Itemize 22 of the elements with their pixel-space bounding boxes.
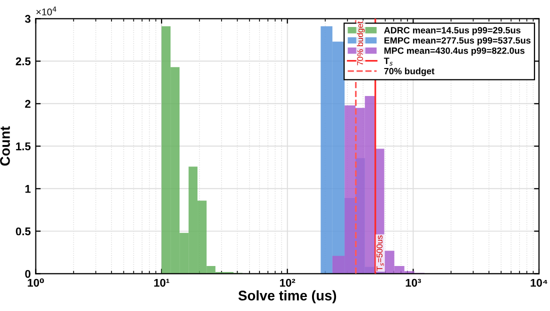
- y-tick-label: 0: [25, 270, 30, 278]
- annotation: 70% budget: [356, 21, 365, 66]
- x-tick-label: 10²: [280, 278, 296, 287]
- x-tick-label: 10⁰: [28, 278, 44, 287]
- legend-label: MPC mean=430.4us p99=822.0us: [384, 47, 524, 56]
- x-tick-label: 10³: [406, 278, 421, 287]
- y-tick-label: 0.5: [16, 227, 31, 236]
- y-tick-label: 2: [25, 100, 30, 108]
- x-axis-title: Solve time (us): [238, 290, 336, 304]
- y-tick-label: 1.5: [16, 142, 31, 150]
- ref-line-label: T$_{s}$: [384, 58, 393, 66]
- x-tick-label: 10¹: [154, 278, 170, 287]
- annotation: T$_{s}$=500us: [376, 235, 384, 271]
- y-tick-label: 1: [25, 185, 31, 193]
- text: ×10$^{4}$: [36, 6, 56, 16]
- ref-line-label: 70% budget: [384, 68, 434, 76]
- y-axis-title: Count: [0, 126, 10, 166]
- y-tick-label: 2.5: [16, 57, 31, 66]
- legend-label: ADRC mean=14.5us p99=29.5us: [384, 27, 520, 36]
- y-tick-label: 3: [24, 14, 30, 23]
- legend-label: EMPC mean=277.5us p99=537.5us: [384, 37, 531, 46]
- x-tick-label: 10⁴: [530, 278, 548, 287]
